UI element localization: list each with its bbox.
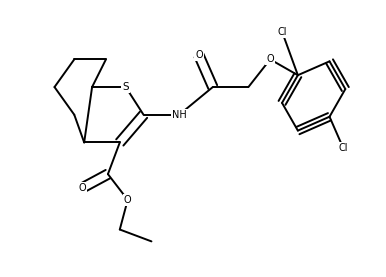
Text: Cl: Cl: [277, 27, 287, 37]
Text: NH: NH: [172, 110, 186, 120]
Text: O: O: [195, 50, 203, 60]
Text: Cl: Cl: [339, 143, 348, 153]
Text: S: S: [122, 82, 129, 92]
Text: O: O: [124, 195, 132, 205]
Text: O: O: [78, 183, 86, 193]
Text: O: O: [266, 54, 274, 64]
